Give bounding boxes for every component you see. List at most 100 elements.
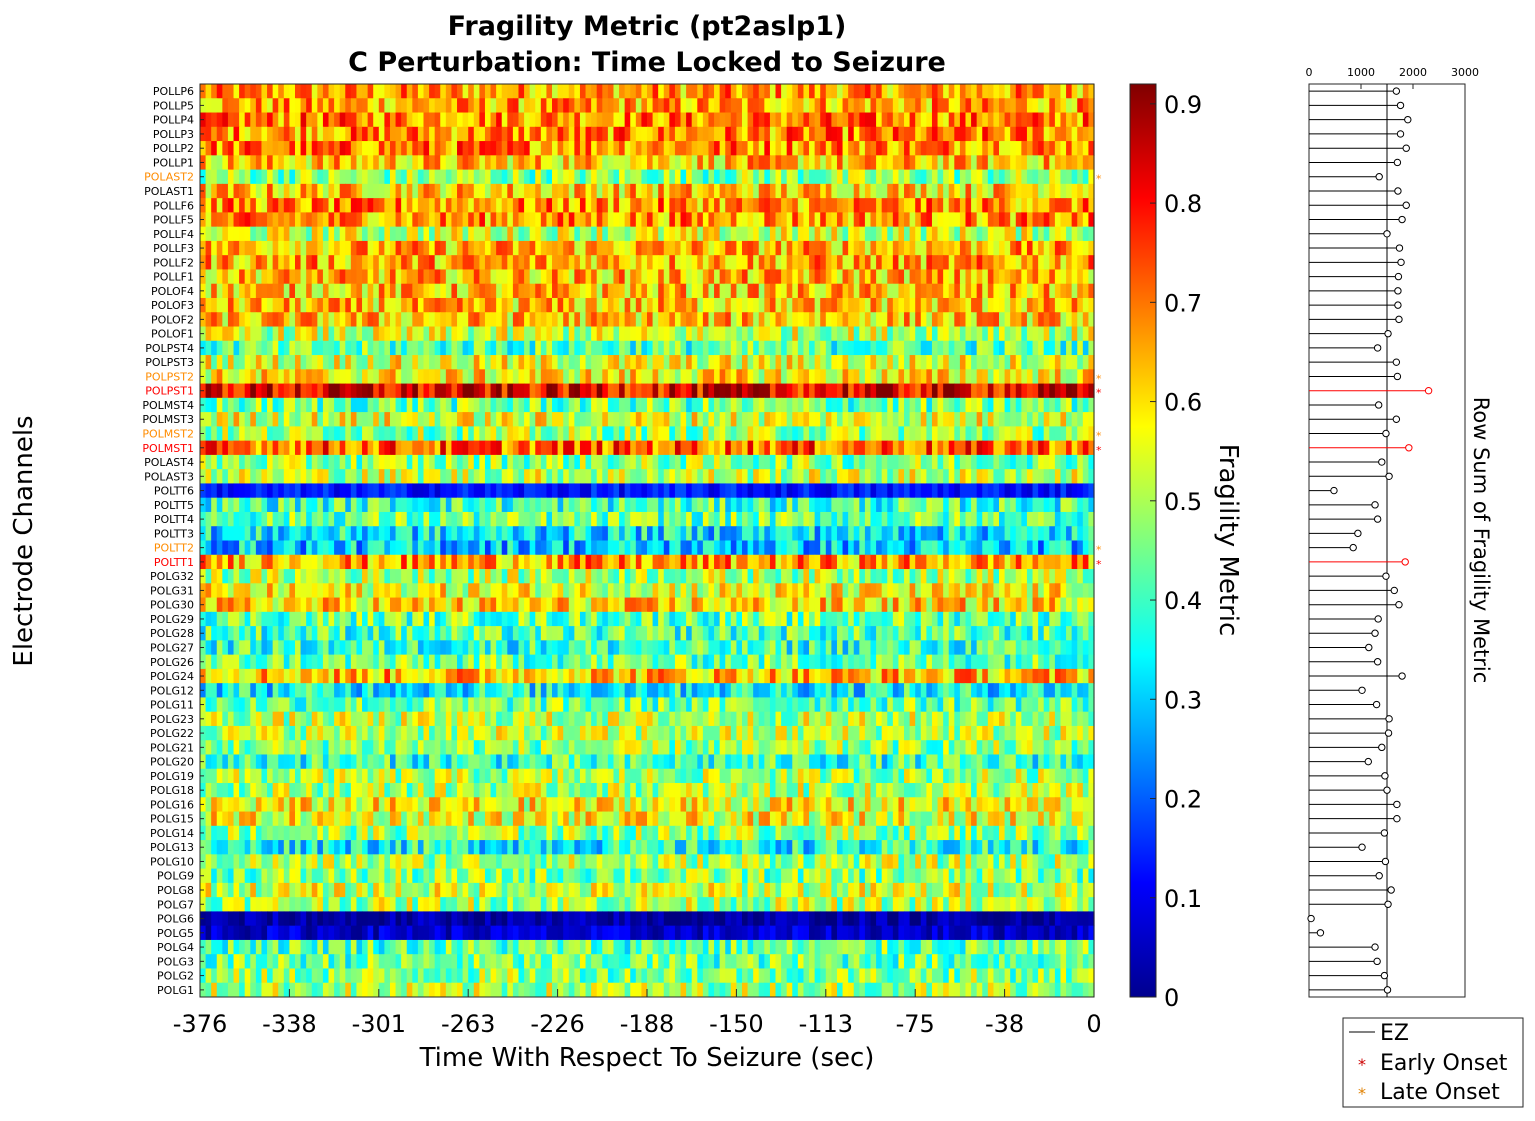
heatmap-cell (892, 483, 900, 499)
heatmap-cell (306, 511, 313, 527)
heatmap-cell (563, 440, 570, 456)
heatmap-cell (803, 84, 810, 99)
heatmap-cell (524, 269, 531, 285)
heatmap-cell (546, 412, 553, 427)
heatmap-cell (339, 397, 346, 413)
heatmap-cell (647, 98, 654, 114)
heatmap-cell (462, 212, 469, 228)
heatmap-cell (686, 497, 693, 513)
heatmap-cell (457, 112, 464, 128)
heatmap-cell (417, 283, 425, 299)
heatmap-cell (1015, 369, 1022, 385)
heatmap-cell (948, 212, 955, 228)
heatmap-cell (965, 369, 972, 385)
heatmap-cell (747, 255, 754, 270)
heatmap-cell (859, 369, 866, 385)
heatmap-cell (864, 169, 872, 185)
heatmap-cell (401, 126, 408, 142)
heatmap-cell (797, 511, 805, 527)
heatmap-cell (512, 297, 520, 313)
heatmap-cell (797, 469, 805, 484)
heatmap-cell (607, 326, 615, 342)
heatmap-cell (395, 397, 402, 413)
heatmap-cell (429, 440, 436, 456)
heatmap-cell (702, 226, 710, 242)
heatmap-cell (278, 497, 285, 513)
heatmap-cell (490, 112, 497, 128)
heatmap-cell (496, 283, 503, 299)
heatmap-cell (915, 312, 922, 328)
heatmap-cell (965, 141, 972, 156)
heatmap-cell (954, 240, 961, 256)
heatmap-cell (1054, 169, 1062, 185)
heatmap-cell (479, 511, 486, 527)
heatmap-cell (931, 312, 939, 328)
heatmap-cell (747, 426, 754, 442)
heatmap-cell (490, 141, 497, 156)
heatmap-cell (1082, 454, 1090, 470)
heatmap-cell (870, 283, 877, 299)
heatmap-cell (613, 255, 620, 270)
heatmap-cell (395, 297, 402, 313)
heatmap-cell (647, 369, 654, 385)
heatmap-cell (775, 383, 782, 399)
heatmap-cell (1032, 369, 1039, 385)
heatmap-cell (948, 141, 955, 156)
heatmap-cell (853, 198, 860, 213)
heatmap-cell (546, 212, 553, 228)
heatmap-cell (1082, 497, 1090, 513)
heatmap-cell (267, 326, 274, 342)
heatmap-cell (591, 340, 598, 356)
heatmap-cell (1088, 198, 1095, 213)
heatmap-cell (691, 141, 698, 156)
heatmap-cell (714, 240, 721, 256)
heatmap-cell (937, 369, 944, 385)
heatmap-cell (540, 511, 548, 527)
heatmap-cell (1032, 155, 1039, 171)
heatmap-cell (429, 84, 436, 99)
heatmap-cell (529, 126, 536, 142)
heatmap-cell (356, 212, 363, 228)
heatmap-cell (898, 312, 905, 328)
heatmap-cell (300, 98, 307, 114)
heatmap-cell (1032, 312, 1039, 328)
heatmap-cell (546, 483, 553, 499)
heatmap-cell (1032, 84, 1039, 99)
heatmap-cell (658, 183, 665, 199)
heatmap-cell (568, 397, 575, 413)
heatmap-cell (591, 98, 598, 114)
heatmap-cell (507, 198, 514, 213)
heatmap-cell (954, 312, 961, 328)
heatmap-cell (797, 369, 805, 385)
heatmap-cell (619, 283, 626, 299)
heatmap-cell (300, 369, 307, 385)
heatmap-cell (546, 198, 553, 213)
heatmap-cell (1088, 511, 1095, 527)
heatmap-cell (982, 412, 989, 427)
heatmap-cell (496, 98, 503, 114)
heatmap-cell (585, 240, 592, 256)
heatmap-cell (758, 440, 765, 456)
heatmap-cell (725, 326, 732, 342)
heatmap-cell (568, 383, 575, 399)
heatmap-cell (887, 511, 894, 527)
heatmap-cell (591, 326, 598, 342)
heatmap-cell (842, 312, 849, 328)
heatmap-cell (965, 155, 972, 171)
heatmap-cell (261, 155, 268, 171)
heatmap-cell (708, 198, 715, 213)
heatmap-cell (954, 226, 961, 242)
heatmap-cell (250, 412, 257, 427)
heatmap-cell (239, 355, 246, 370)
heatmap-cell (574, 98, 581, 114)
heatmap-cell (389, 497, 397, 513)
heatmap-cell (395, 226, 402, 242)
heatmap-cell (747, 297, 754, 313)
heatmap-cell (993, 255, 1000, 270)
heatmap-cell (596, 426, 603, 442)
heatmap-cell (423, 469, 430, 484)
heatmap-cell (563, 397, 570, 413)
heatmap-cell (272, 412, 279, 427)
heatmap-cell (434, 426, 441, 442)
heatmap-cell (1010, 183, 1017, 199)
